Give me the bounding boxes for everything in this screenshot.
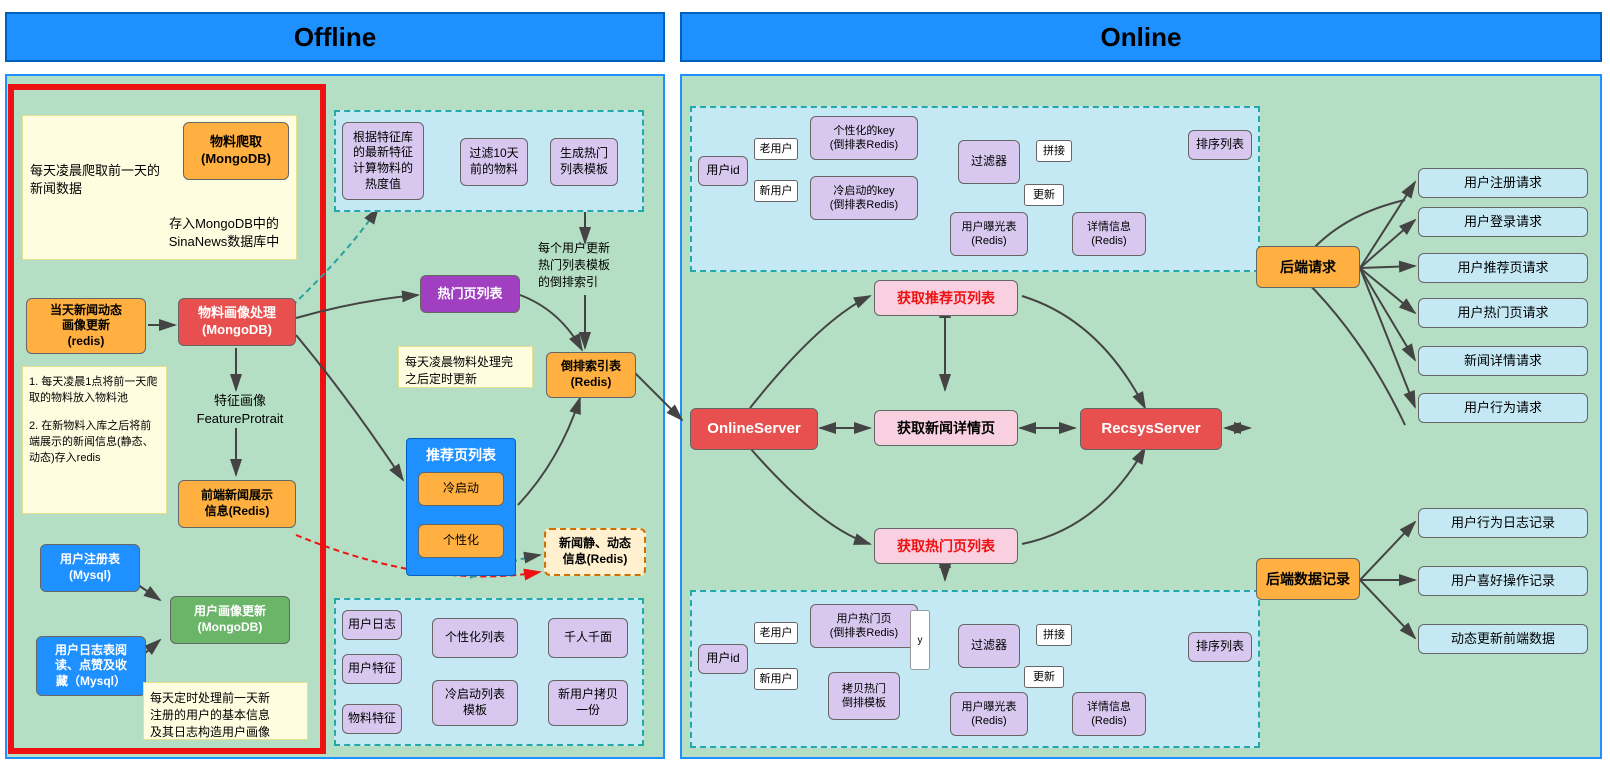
req-2: 用户登录请求 bbox=[1418, 207, 1588, 237]
box-get-hot: 获取热门页列表 bbox=[874, 528, 1018, 564]
note-morning: 每天凌晨物料处理完 之后定时更新 bbox=[398, 346, 533, 388]
box-top-b: 过滤10天 前的物料 bbox=[460, 138, 528, 186]
box-perskey: 个性化的key (倒排表Redis) bbox=[810, 116, 918, 160]
lbl-concat-bot: 拼接 bbox=[1036, 624, 1072, 646]
box-userid-top: 用户id bbox=[698, 156, 748, 186]
lbl-concat-top: 拼接 bbox=[1036, 140, 1072, 162]
box-user-reg: 用户注册表 (Mysql) bbox=[40, 544, 140, 592]
box-exp-top: 用户曝光表 (Redis) bbox=[950, 212, 1028, 256]
box-detail-bot: 详情信息 (Redis) bbox=[1072, 692, 1146, 736]
box-sort-bot: 排序列表 bbox=[1188, 632, 1252, 662]
note-process: 1. 每天凌晨1点将前一天爬取的物料放入物料池 2. 在新物料入库之后将前端展示… bbox=[22, 366, 167, 514]
box-perslist: 个性化列表 bbox=[432, 618, 518, 658]
box-online-server: OnlineServer bbox=[690, 408, 818, 450]
box-copyhot: 拷贝热门 倒排模板 bbox=[828, 672, 900, 720]
box-userid-bot: 用户id bbox=[698, 644, 748, 674]
box-newsinfo: 新闻静、动态 信息(Redis) bbox=[544, 528, 646, 576]
box-get-rec: 获取推荐页列表 bbox=[874, 280, 1018, 316]
offline-header: Offline bbox=[5, 12, 665, 62]
box-filter-bot: 过滤器 bbox=[958, 624, 1020, 668]
box-coldkey: 冷启动的key (倒排表Redis) bbox=[810, 176, 918, 220]
feat-text: 特征画像 FeatureProtrait bbox=[180, 392, 300, 428]
box-top-a: 根据特征库 的最新特征 计算物料的 热度值 bbox=[342, 122, 424, 200]
req-3: 用户推荐页请求 bbox=[1418, 253, 1588, 283]
box-exp-bot: 用户曝光表 (Redis) bbox=[950, 692, 1028, 736]
store-text: 存入MongoDB中的 SinaNews数据库中 bbox=[144, 215, 304, 251]
box-y-block: y bbox=[910, 610, 930, 670]
box-coldtmpl: 冷启动列表 模板 bbox=[432, 680, 518, 726]
box-front-show: 前端新闻展示 信息(Redis) bbox=[178, 480, 296, 528]
lbl-olduser-top: 老用户 bbox=[754, 138, 798, 160]
rec-3: 动态更新前端数据 bbox=[1418, 624, 1588, 654]
box-backend-req: 后端请求 bbox=[1256, 246, 1360, 288]
box-pers: 个性化 bbox=[418, 524, 504, 558]
lbl-update-bot: 更新 bbox=[1024, 666, 1064, 688]
box-top-c: 生成热门 列表模板 bbox=[550, 138, 618, 186]
req-4: 用户热门页请求 bbox=[1418, 298, 1588, 328]
rec-1: 用户行为日志记录 bbox=[1418, 508, 1588, 538]
box-userhot: 用户热门页 (倒排表Redis) bbox=[810, 604, 918, 648]
rec-2: 用户喜好操作记录 bbox=[1418, 566, 1588, 596]
box-img-proc: 物料画像处理 (MongoDB) bbox=[178, 298, 296, 346]
box-crawl: 物料爬取 (MongoDB) bbox=[183, 122, 289, 180]
online-header: Online bbox=[680, 12, 1602, 62]
req-5: 新闻详情请求 bbox=[1418, 346, 1588, 376]
lbl-update-top: 更新 bbox=[1024, 184, 1064, 206]
box-ulog: 用户日志 bbox=[342, 610, 402, 640]
req-1: 用户注册请求 bbox=[1418, 168, 1588, 198]
box-thousand: 千人千面 bbox=[548, 618, 628, 658]
lbl-olduser-bot: 老用户 bbox=[754, 622, 798, 644]
box-sort-top: 排序列表 bbox=[1188, 130, 1252, 160]
box-dyn-update: 当天新闻动态 画像更新 (redis) bbox=[26, 298, 146, 354]
box-backend-rec: 后端数据记录 bbox=[1256, 558, 1360, 600]
box-recsys-server: RecsysServer bbox=[1080, 408, 1222, 450]
box-cold: 冷启动 bbox=[418, 472, 504, 506]
lbl-newuser-top: 新用户 bbox=[754, 180, 798, 202]
box-user-log: 用户日志表阅 读、点赞及收 藏（Mysql） bbox=[36, 636, 146, 696]
req-6: 用户行为请求 bbox=[1418, 393, 1588, 423]
box-get-detail: 获取新闻详情页 bbox=[874, 410, 1018, 446]
box-inv-idx: 倒排索引表 (Redis) bbox=[546, 352, 636, 398]
box-filter-top: 过滤器 bbox=[958, 140, 1020, 184]
box-ufeat: 用户特征 bbox=[342, 654, 402, 684]
rec-title: 推荐页列表 bbox=[406, 446, 516, 466]
box-detail-top: 详情信息 (Redis) bbox=[1072, 212, 1146, 256]
box-newcopy: 新用户拷贝 一份 bbox=[548, 680, 628, 726]
box-user-profile: 用户画像更新 (MongoDB) bbox=[170, 596, 290, 644]
note-crawl-text: 每天凌晨爬取前一天的新闻数据 bbox=[30, 162, 160, 198]
lbl-newuser-bot: 新用户 bbox=[754, 668, 798, 690]
box-hot-page: 热门页列表 bbox=[420, 275, 520, 313]
note-profile: 每天定时处理前一天新 注册的用户的基本信息 及其日志构造用户画像 bbox=[143, 682, 308, 740]
note-idx: 每个用户更新 热门列表模板 的倒排索引 bbox=[538, 240, 648, 290]
box-mfeat: 物料特征 bbox=[342, 704, 402, 734]
